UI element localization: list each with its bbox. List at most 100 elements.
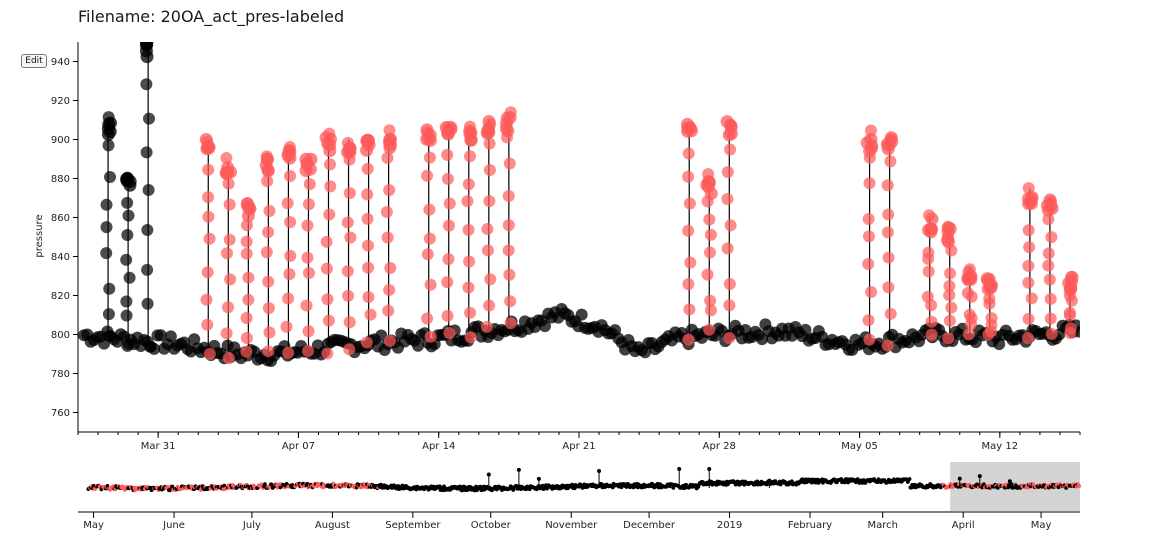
data-point[interactable] [423,151,436,164]
data-point[interactable] [301,344,314,357]
data-point[interactable] [756,333,769,346]
data-point[interactable] [341,265,354,278]
data-point[interactable] [242,200,256,214]
data-point[interactable] [482,115,496,129]
data-point[interactable] [423,203,436,216]
data-point[interactable] [240,247,253,260]
data-point[interactable] [442,253,455,266]
overview-point[interactable] [442,484,446,489]
data-point[interactable] [1022,197,1036,211]
data-point[interactable] [103,282,116,295]
data-point[interactable] [120,172,134,186]
data-point[interactable] [1023,241,1036,254]
data-point[interactable] [945,301,958,314]
data-point[interactable] [483,137,496,150]
data-point[interactable] [943,314,956,327]
data-point[interactable] [362,291,375,304]
data-point[interactable] [463,150,476,163]
data-point[interactable] [721,193,734,206]
data-point[interactable] [381,231,394,244]
data-point[interactable] [882,208,895,221]
data-point[interactable] [441,148,454,161]
data-point[interactable] [502,244,515,257]
data-point[interactable] [924,222,938,236]
data-point[interactable] [283,268,296,281]
data-point[interactable] [304,152,318,166]
data-point[interactable] [202,163,215,176]
data-point[interactable] [683,303,696,316]
data-point[interactable] [121,228,134,241]
data-point[interactable] [503,111,517,125]
data-point[interactable] [303,178,316,191]
data-point[interactable] [922,265,935,278]
data-point[interactable] [240,235,253,248]
data-point[interactable] [203,232,216,245]
data-point[interactable] [224,273,237,286]
data-point[interactable] [300,299,313,312]
data-point[interactable] [1044,292,1057,305]
data-point[interactable] [921,290,934,303]
data-point[interactable] [240,312,253,325]
data-point[interactable] [323,208,336,221]
data-point[interactable] [343,316,356,329]
data-point[interactable] [865,139,879,153]
data-point[interactable] [503,268,516,281]
data-point[interactable] [862,257,875,270]
data-point[interactable] [202,210,215,223]
data-point[interactable] [421,312,434,325]
data-point[interactable] [862,230,875,243]
data-point[interactable] [943,289,956,302]
overview-point[interactable] [1009,482,1014,487]
data-point[interactable] [881,339,894,352]
data-point[interactable] [881,226,894,239]
data-point[interactable] [302,266,315,279]
data-point[interactable] [344,231,357,244]
edit-button[interactable]: Edit [21,54,47,68]
overview-point[interactable] [597,468,602,473]
data-point[interactable] [723,299,736,312]
data-point[interactable] [462,223,475,236]
data-point[interactable] [102,117,116,131]
data-point[interactable] [423,232,436,245]
data-point[interactable] [1042,259,1055,272]
data-point[interactable] [383,138,397,152]
data-point[interactable] [481,244,494,257]
data-point[interactable] [263,326,276,339]
data-point[interactable] [724,143,737,156]
overview-point[interactable] [677,466,682,471]
data-point[interactable] [154,329,167,342]
data-point[interactable] [384,262,397,275]
data-point[interactable] [721,242,734,255]
data-point[interactable] [723,331,736,344]
data-point[interactable] [863,333,876,346]
data-point[interactable] [884,131,898,145]
data-point[interactable] [884,155,897,168]
data-point[interactable] [282,346,295,359]
data-point[interactable] [284,170,297,183]
data-point[interactable] [261,175,274,188]
data-point[interactable] [260,152,274,166]
main-plot[interactable] [78,32,1085,368]
data-point[interactable] [320,262,333,275]
overview-point[interactable] [486,472,491,477]
data-point[interactable] [260,246,273,259]
data-point[interactable] [120,309,133,322]
data-point[interactable] [141,297,154,310]
data-point[interactable] [442,219,455,232]
data-point[interactable] [1064,322,1077,335]
data-point[interactable] [143,112,156,125]
data-point[interactable] [140,78,153,91]
data-point[interactable] [461,195,474,208]
data-point[interactable] [639,346,652,359]
data-point[interactable] [320,235,333,248]
data-point[interactable] [144,340,157,353]
data-point[interactable] [284,249,297,262]
data-point[interactable] [383,184,396,197]
data-point[interactable] [380,206,393,219]
data-point[interactable] [504,295,517,308]
data-point[interactable] [261,163,275,177]
data-point[interactable] [502,190,515,203]
data-point[interactable] [484,273,497,286]
data-point[interactable] [881,179,894,192]
data-point[interactable] [1022,224,1035,237]
